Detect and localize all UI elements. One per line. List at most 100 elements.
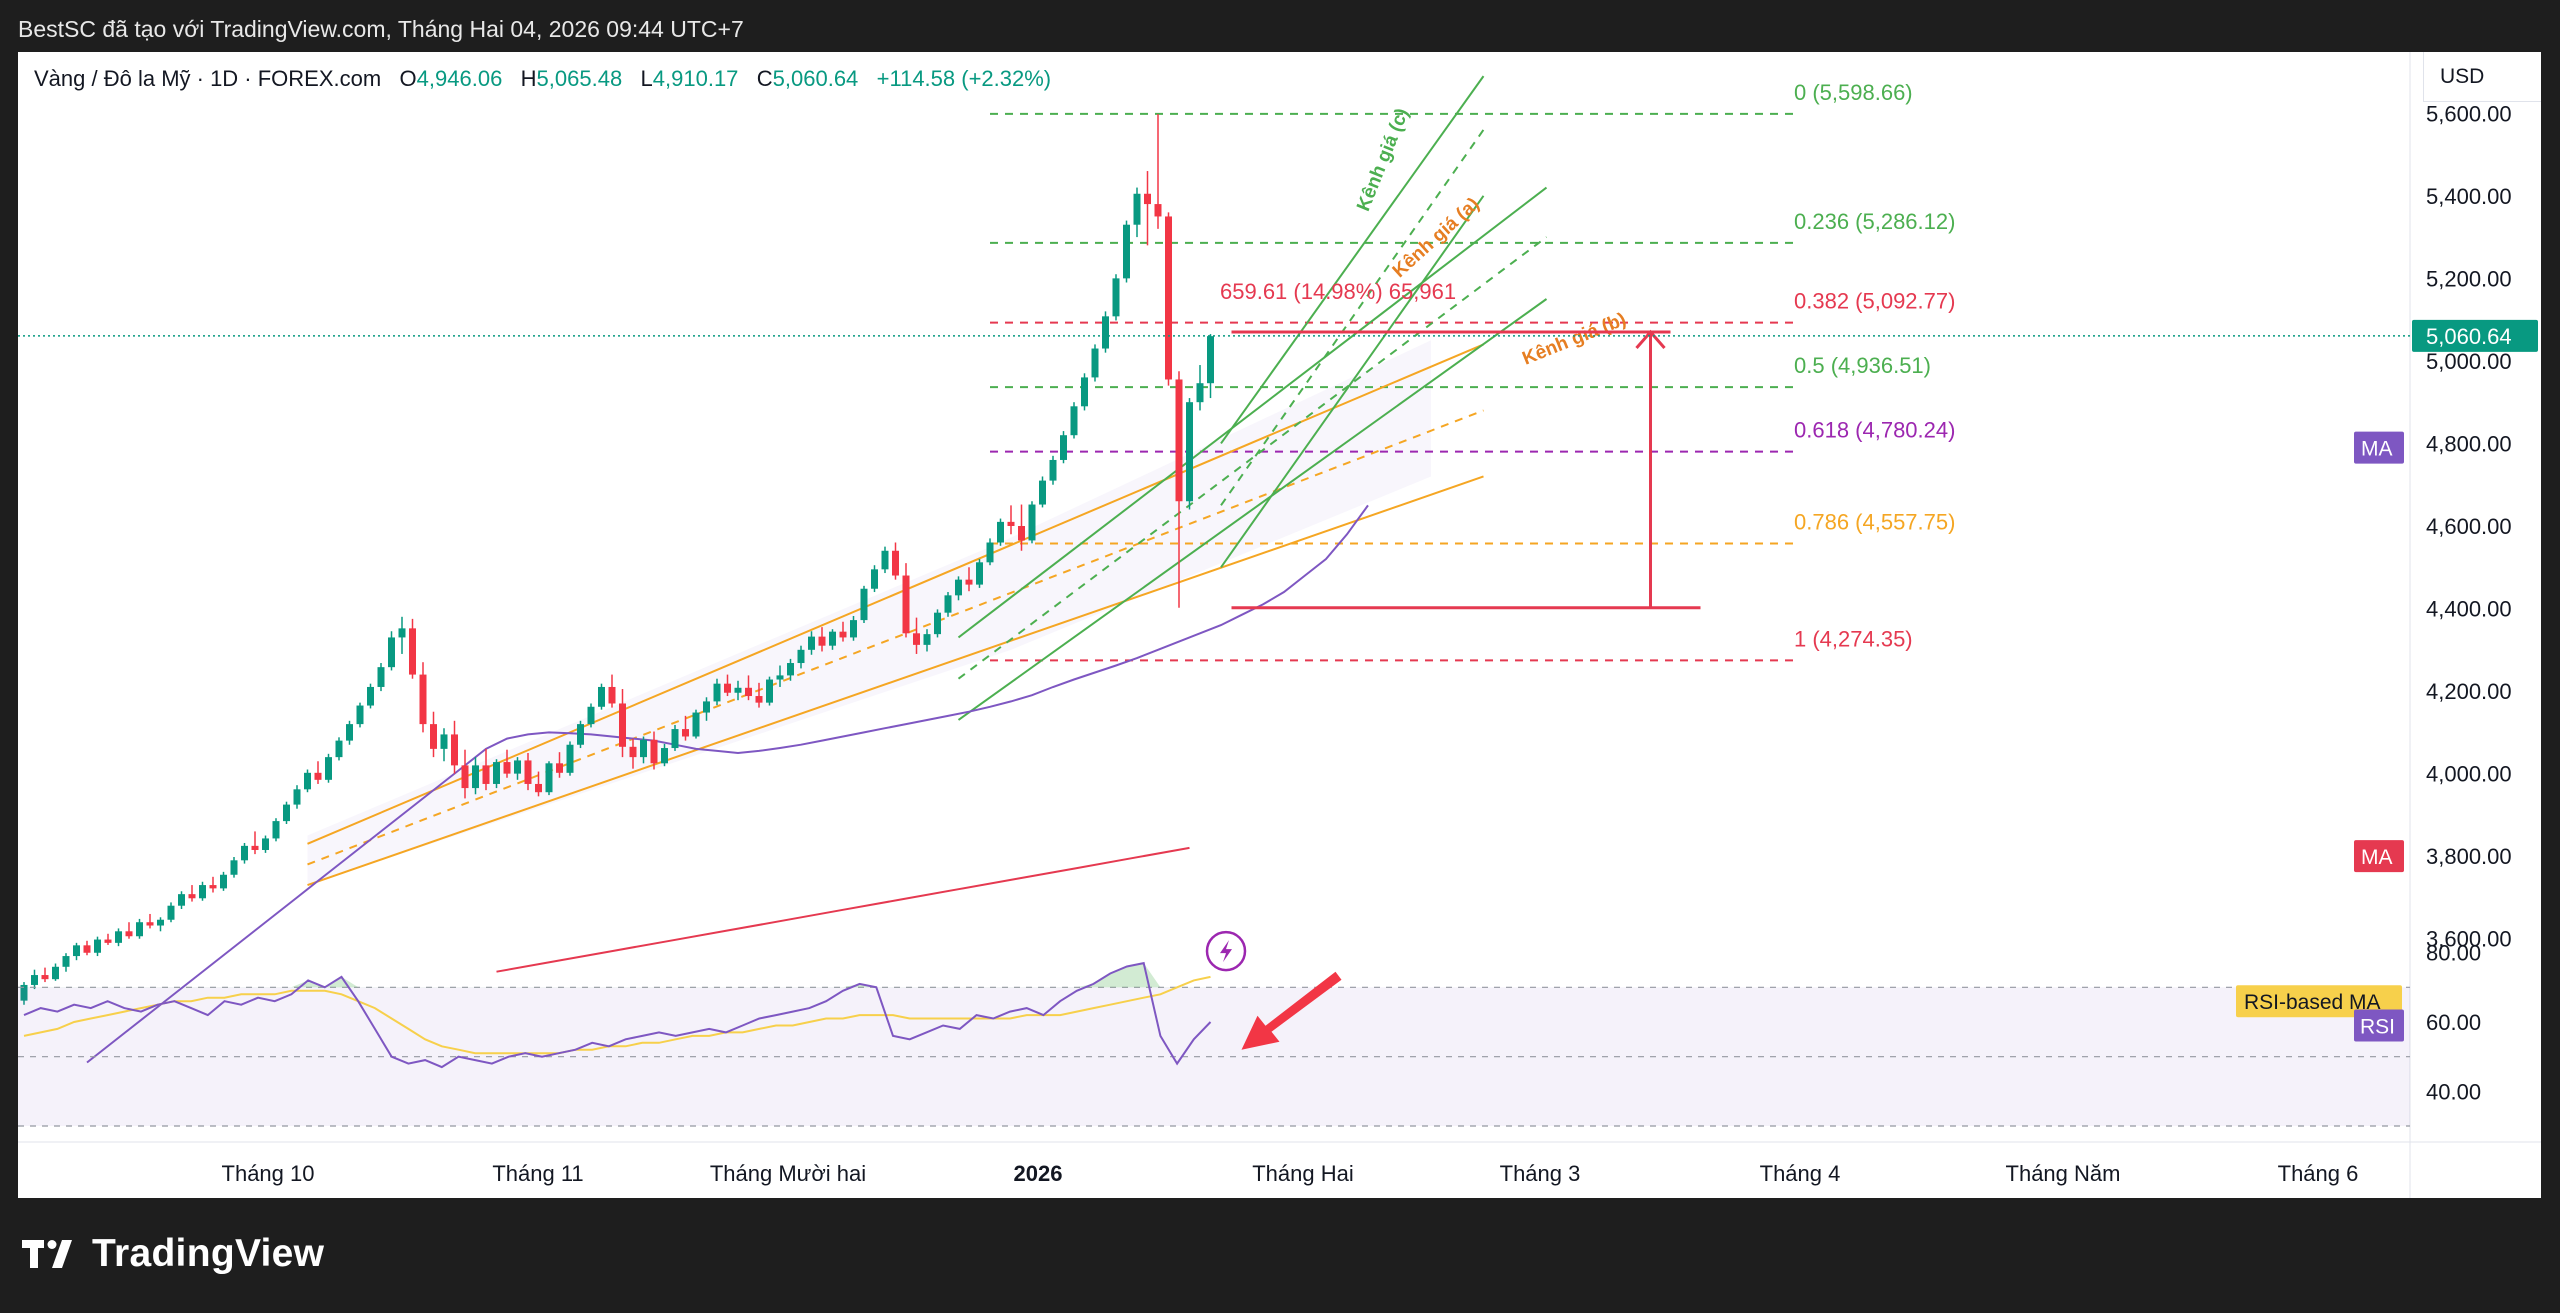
candle-body: [692, 712, 700, 737]
tradingview-logo-icon: [22, 1240, 72, 1268]
price-axis-tick: 4,800.00: [2426, 431, 2512, 456]
candle-body: [566, 744, 574, 773]
candle-body: [661, 748, 668, 764]
candle-body: [724, 683, 731, 693]
channel-b-lower: [307, 475, 1484, 887]
candle-body: [220, 874, 227, 889]
candle-body: [62, 956, 70, 967]
candle-body: [619, 703, 626, 747]
candle-body: [1060, 435, 1067, 460]
candle-body: [1175, 379, 1183, 502]
candle-body: [1133, 193, 1141, 225]
time-axis-label: 2026: [1014, 1161, 1063, 1186]
measure-arrowhead: [1635, 329, 1666, 350]
candle-body: [514, 760, 521, 774]
channel-b-mid: [307, 409, 1484, 866]
candle-body: [52, 966, 59, 980]
candle-body: [997, 521, 1004, 543]
channel-a-lower: [957, 298, 1548, 721]
candle-body: [713, 683, 721, 702]
candle-body: [241, 845, 248, 861]
candle-body: [1091, 348, 1099, 378]
candle-body: [556, 763, 563, 773]
candle-body: [83, 945, 91, 953]
candle-body: [146, 922, 154, 926]
time-axis-label: Tháng 11: [492, 1161, 583, 1186]
candle-body: [73, 945, 80, 957]
time-axis-label: Tháng 3: [1500, 1161, 1581, 1186]
fib-level-label: 0.786 (4,557.75): [1794, 509, 1955, 534]
high-value: 5,065.48: [536, 66, 623, 91]
candle-body: [94, 939, 101, 953]
open-label: O: [399, 66, 417, 91]
candle-body: [451, 734, 458, 766]
candle-body: [493, 762, 500, 784]
candle-body: [755, 696, 763, 703]
candle-body: [325, 757, 332, 780]
candle-body: [965, 579, 973, 585]
candle-body: [230, 860, 238, 875]
rsi-axis-tick: 40.00: [2426, 1079, 2481, 1104]
lightning-icon-glyph: [1220, 940, 1232, 963]
chart-panel[interactable]: 0 (5,598.66) 0.236 (5,286.12) 0.382 (5,092…: [18, 52, 2541, 1198]
fib-level-label: 1 (4,274.35): [1794, 626, 1913, 651]
candle-body: [881, 550, 889, 570]
currency-button[interactable]: USD: [2423, 52, 2541, 102]
channel-c-mid: [1220, 129, 1485, 506]
rsi-ma-tag-bg: [2236, 985, 2402, 1018]
fib-level-label: 0.382 (5,092.77): [1794, 289, 1955, 314]
candle-body: [472, 765, 479, 789]
candle-body: [1165, 216, 1172, 380]
candle-body: [944, 595, 952, 613]
rsi-axis-tick: 60.00: [2426, 1010, 2481, 1035]
candle-body: [461, 765, 469, 789]
candle-body: [41, 975, 49, 980]
channel-c-lower: [1220, 195, 1485, 568]
candle-body: [913, 633, 920, 645]
candle-body: [346, 724, 353, 741]
close-value: 5,060.64: [772, 66, 859, 91]
candle-body: [640, 739, 647, 758]
candle-body: [283, 804, 290, 822]
time-axis-label: Tháng Năm: [2006, 1161, 2121, 1186]
candle-body: [377, 667, 385, 687]
candle-body: [440, 734, 448, 749]
candle-body: [598, 686, 605, 707]
candle-body: [535, 783, 542, 793]
tradingview-wordmark: TradingView: [92, 1232, 325, 1275]
open-value: 4,946.06: [416, 66, 503, 91]
candle-body: [388, 637, 395, 668]
channel-a-label: Kênh giá (a): [1389, 194, 1484, 282]
rsi-line: [23, 961, 1212, 1069]
candle-body: [262, 838, 269, 850]
low-label: L: [640, 66, 653, 91]
candle-body: [776, 675, 784, 680]
rsi-ma-tag: RSI-based MA: [2244, 991, 2381, 1014]
ma-short-tag-bg: [2354, 431, 2404, 464]
candle-body: [545, 763, 553, 793]
candle-body: [766, 679, 773, 703]
symbol-name[interactable]: Vàng / Đô la Mỹ · 1D · FOREX.com: [34, 66, 382, 91]
candle-body: [1196, 383, 1204, 403]
candle-body: [125, 931, 133, 937]
candle-body: [1081, 377, 1088, 407]
last-price-tag-bg: [2412, 319, 2538, 352]
candle-body: [850, 620, 857, 638]
candle-body: [745, 687, 752, 697]
price-axis-tick: 3,800.00: [2426, 844, 2512, 869]
candle-body: [115, 931, 122, 943]
candle-body: [902, 575, 910, 634]
symbol-legend: Vàng / Đô la Mỹ · 1D · FOREX.com O4,946.…: [34, 66, 1051, 92]
rsi-tag-bg: [2354, 1009, 2404, 1042]
ma-long-tag-bg: [2354, 840, 2404, 873]
high-label: H: [520, 66, 537, 91]
candle-body: [1039, 480, 1046, 505]
candle-body: [1154, 204, 1162, 217]
candle-body: [31, 975, 38, 985]
candle-body: [1007, 521, 1015, 526]
candle-body: [671, 729, 679, 749]
candle-body: [20, 984, 28, 1001]
channel-c-label: Kênh giá (c): [1353, 106, 1413, 215]
channel-b-label: Kênh giá (b): [1520, 309, 1630, 370]
chart-canvas[interactable]: 0 (5,598.66) 0.236 (5,286.12) 0.382 (5,092…: [18, 52, 2541, 1198]
